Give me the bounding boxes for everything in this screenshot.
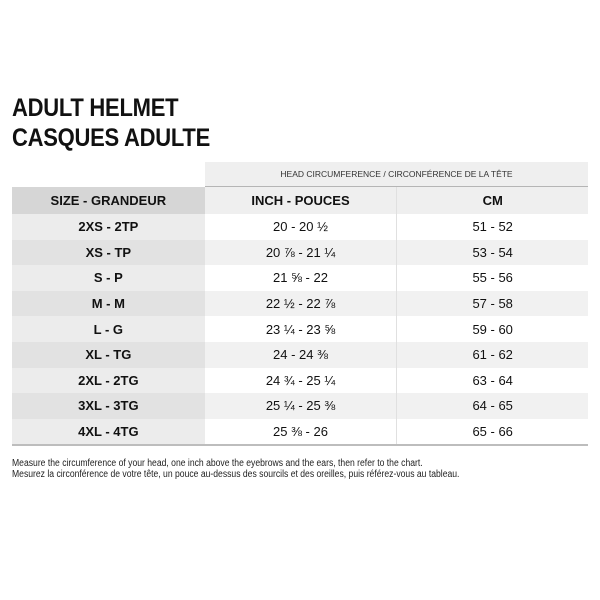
cm-cell: 57 - 58 [397,290,589,317]
inch-cell: 23 ¼ - 23 ⅝ [205,316,398,342]
size-cell: 3XL - 3TG [12,393,205,419]
inch-cell: 20 - 20 ½ [205,214,398,240]
cm-cell: 61 - 62 [397,341,589,368]
column-header-cm: CM [397,187,589,214]
table-row: M - M 22 ½ - 22 ⅞ 57 - 58 [12,290,589,317]
column-header-size: SIZE - GRANDEUR [12,187,205,214]
size-chart-table: HEAD CIRCUMFERENCE / CIRCONFÉRENCE DE LA… [12,162,589,447]
inch-cell: 24 - 24 ⅜ [204,341,398,368]
measure-instruction-english: Measure the circumference of your head, … [12,458,423,469]
table-row: L - G 23 ¼ - 23 ⅝ 59 - 60 [12,316,588,342]
cm-cell: 59 - 60 [472,321,513,337]
page-title: ADULT HELMET [12,94,179,122]
cm-cell: 53 - 54 [397,239,589,266]
cm-cell: 55 - 56 [472,270,513,286]
measure-instruction-french: Mesurez la circonférence de votre tête, … [12,469,460,480]
table-row: 4XL - 4TG 25 ⅜ - 26 65 - 66 [12,418,588,445]
size-cell: 2XL - 2TG [12,367,205,394]
size-cell: L - G [12,316,205,342]
inch-cell: 25 ⅜ - 26 [205,418,398,445]
table-row: 2XL - 2TG 24 ¾ - 25 ¼ 63 - 64 [12,367,588,394]
table-bottom-border [12,444,588,447]
inch-cell: 24 ¾ - 25 ¼ [205,367,398,394]
group-header: HEAD CIRCUMFERENCE / CIRCONFÉRENCE DE LA… [205,162,588,187]
inch-cell: 22 ½ - 22 ⅞ [204,290,398,317]
inch-cell: 20 ⅞ - 21 ¼ [204,239,398,266]
table-row: 3XL - 3TG 25 ¼ - 25 ⅜ 64 - 65 [12,393,589,419]
size-cell: 2XS - 2TP [12,214,205,240]
column-header-inch: INCH - POUCES [204,187,398,214]
size-cell: XS - TP [12,239,205,266]
size-cell: 4XL - 4TG [12,418,205,445]
table-row: XS - TP 20 ⅞ - 21 ¼ 53 - 54 [12,239,589,266]
inch-cell: 21 ⅝ - 22 [205,265,398,291]
table-row: S - P 21 ⅝ - 22 55 - 56 [12,265,588,291]
table-row: 2XS - 2TP 20 - 20 ½ 51 - 52 [12,214,588,240]
header-row: SIZE - GRANDEUR INCH - POUCES CM [12,187,589,214]
cm-cell: 63 - 64 [472,372,513,388]
page-title-french: CASQUES ADULTE [12,124,210,152]
cm-cell: 65 - 66 [472,424,513,440]
size-cell: M - M [12,290,205,317]
inch-cell: 25 ¼ - 25 ⅜ [204,393,398,419]
cm-cell: 51 - 52 [472,219,513,235]
size-cell: S - P [12,265,205,291]
size-cell: XL - TG [12,341,205,368]
cm-cell: 64 - 65 [397,393,589,419]
table-row: XL - TG 24 - 24 ⅜ 61 - 62 [12,341,589,368]
